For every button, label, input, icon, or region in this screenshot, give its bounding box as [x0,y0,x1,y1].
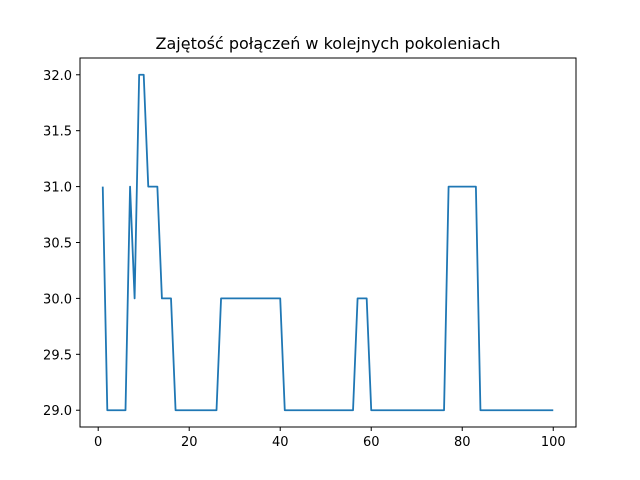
x-axis: 0 20 40 60 80 100 [94,427,566,450]
y-tick-label: 29.5 [43,348,72,363]
x-tick-label: 40 [272,435,289,450]
plot-area-frame [79,57,577,428]
y-tick-label: 30.5 [43,237,72,252]
y-tick-label: 29.0 [43,404,72,419]
series-layer [101,73,554,412]
x-tick-label: 60 [363,435,380,450]
chart-title: Zajętość połączeń w kolejnych pokoleniac… [156,34,501,53]
series-line [101,73,554,412]
x-tick-label: 80 [454,435,471,450]
y-tick-label: 32.0 [43,69,72,84]
y-tick-label: 30.0 [43,292,72,307]
x-tick-label: 0 [94,435,102,450]
x-tick-label: 20 [181,435,198,450]
y-axis: 29.0 29.5 30.0 30.5 31.0 31.5 32.0 [43,69,80,419]
y-tick-label: 31.0 [43,181,72,196]
y-tick-label: 31.5 [43,125,72,140]
x-tick-label: 100 [541,435,566,450]
